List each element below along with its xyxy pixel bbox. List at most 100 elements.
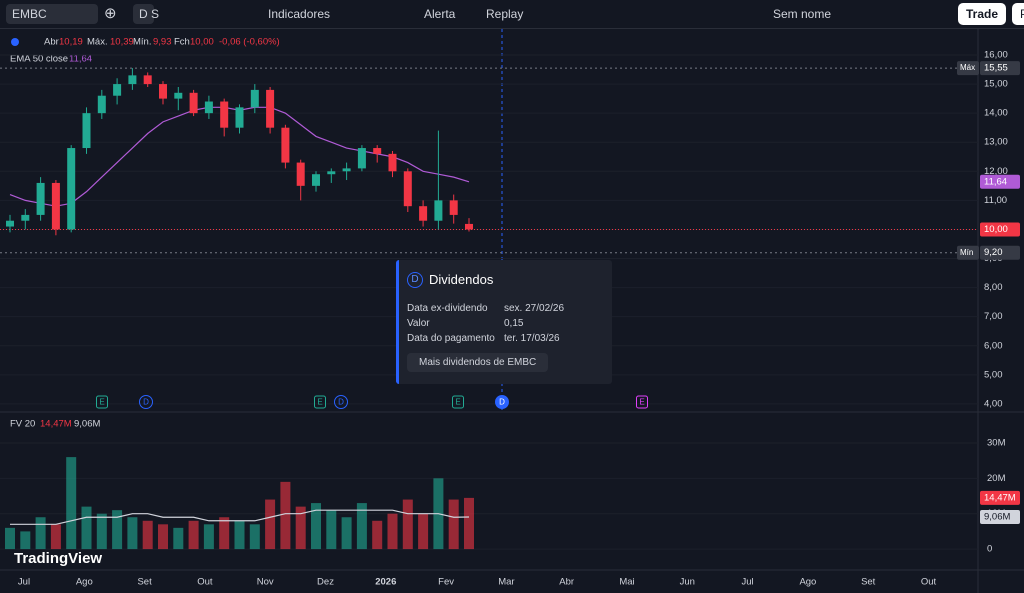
y-tick-label: 16,00 xyxy=(984,50,1008,61)
event-marker xyxy=(636,395,648,409)
publish[interactable]: Pu xyxy=(1012,3,1024,25)
volume-bar xyxy=(5,527,15,550)
y-tick-label: 4,00 xyxy=(984,398,1003,409)
axis-tag-name-bg xyxy=(957,61,979,76)
alert[interactable]: Alerta xyxy=(424,7,456,21)
indicators[interactable]: Indicadores xyxy=(268,7,331,21)
volume-bar xyxy=(112,510,123,550)
volume-bar xyxy=(234,520,245,550)
x-tick-label: Out xyxy=(921,577,937,588)
volume-bar xyxy=(280,481,291,550)
volume-bar xyxy=(311,503,321,550)
interval[interactable]: D xyxy=(133,4,154,24)
x-tick-label: Mai xyxy=(619,577,634,588)
event-label: D xyxy=(499,398,505,407)
event-marker xyxy=(495,395,509,409)
replay[interactable]: Replay xyxy=(486,7,524,21)
candle-body xyxy=(327,171,336,175)
candle-body xyxy=(419,206,428,221)
dividend-tooltip: D Dividendos Data ex-dividendo sex. 27/0… xyxy=(396,260,612,384)
candle-body xyxy=(357,148,366,169)
axis-tag-label: 11,64 xyxy=(984,176,1007,187)
candle-body xyxy=(449,200,458,215)
event-label: E xyxy=(317,398,322,407)
volume-bar xyxy=(402,499,413,550)
legend-open-label: Abr xyxy=(44,37,59,48)
volume-bar xyxy=(295,506,306,550)
x-tick-label: Ago xyxy=(76,577,93,588)
volume-bar xyxy=(372,520,383,550)
candle-body xyxy=(373,148,382,154)
volume-bar xyxy=(50,524,61,550)
y-tick-label: 14,00 xyxy=(984,108,1008,119)
candle-body xyxy=(250,89,259,108)
x-tick-label: Nov xyxy=(257,577,274,588)
trade[interactable]: Trade xyxy=(958,3,1007,25)
candle-body xyxy=(296,162,305,186)
v-tick-label: 0 xyxy=(987,544,992,555)
event-label: E xyxy=(455,398,460,407)
event-marker xyxy=(314,395,326,409)
axis-tag-label: 9,06M xyxy=(984,512,1010,523)
candle-body xyxy=(143,75,152,85)
volume-bar xyxy=(387,513,398,550)
volume-bar xyxy=(203,524,214,550)
candle-body xyxy=(113,84,122,96)
volume-bar xyxy=(265,499,276,550)
y-tick-label: 5,00 xyxy=(984,369,1003,380)
x-tick-label: 2026 xyxy=(375,577,396,588)
toolbar: EMBC ⊕ D S Indicadores Alerta Replay Sem… xyxy=(0,0,1024,29)
add-symbol[interactable]: ⊕ xyxy=(104,5,117,22)
event-label: D xyxy=(143,398,149,407)
event-label: E xyxy=(639,398,644,407)
volume-bar xyxy=(219,517,230,550)
legend-low-label: Mín. xyxy=(133,37,151,48)
event-marker xyxy=(139,395,153,409)
layout-name[interactable]: Sem nome xyxy=(773,7,832,21)
candle-body xyxy=(220,101,229,128)
more-dividends[interactable]: Mais dividendos de EMBC xyxy=(407,353,549,372)
event-marker xyxy=(334,395,348,409)
x-tick-label: Jun xyxy=(680,577,695,588)
volume-bar xyxy=(158,524,168,550)
candle-body xyxy=(82,113,91,149)
candle-body xyxy=(174,92,183,99)
v-tick-label: 30M xyxy=(987,437,1006,448)
y-tick-label: 8,00 xyxy=(984,282,1003,293)
row-label: Data ex-dividendo xyxy=(407,303,488,314)
candle-body xyxy=(465,223,473,230)
volume-bar xyxy=(448,499,459,550)
volume-bar xyxy=(249,524,260,550)
x-tick-label: Abr xyxy=(559,577,574,588)
candle-body xyxy=(403,171,412,207)
x-tick-label: Jul xyxy=(18,577,30,588)
volume-bar xyxy=(35,517,46,550)
y-tick-label: 12,00 xyxy=(984,166,1008,177)
legend-change: -0,06 (-0,60%) xyxy=(219,37,280,48)
candle-body xyxy=(342,168,351,172)
event-marker xyxy=(452,395,464,409)
volume-bar xyxy=(188,520,199,550)
row-value: sex. 27/02/26 xyxy=(504,303,565,314)
volume-bar xyxy=(66,457,77,550)
candle-body xyxy=(388,153,397,172)
row-value: 0,15 xyxy=(504,318,524,329)
candle-body xyxy=(128,75,137,85)
x-tick-label: Set xyxy=(137,577,152,588)
ema-label: EMA 50 close xyxy=(10,54,68,65)
volume-bar xyxy=(81,506,92,550)
interval-s[interactable]: S xyxy=(151,7,160,21)
volume-bar xyxy=(127,517,138,550)
ema-value: 11,64 xyxy=(69,54,92,65)
row-label: Data do pagamento xyxy=(407,333,495,344)
row-value: ter. 17/03/26 xyxy=(504,333,560,344)
symbol[interactable]: EMBC xyxy=(6,4,98,24)
x-tick-label: Mar xyxy=(498,577,514,588)
x-tick-label: Jul xyxy=(742,577,754,588)
candle-body xyxy=(312,174,320,186)
candle-body xyxy=(97,95,106,114)
y-tick-label: 6,00 xyxy=(984,340,1003,351)
x-tick-label: Fev xyxy=(438,577,454,588)
x-tick-label: Set xyxy=(861,577,876,588)
